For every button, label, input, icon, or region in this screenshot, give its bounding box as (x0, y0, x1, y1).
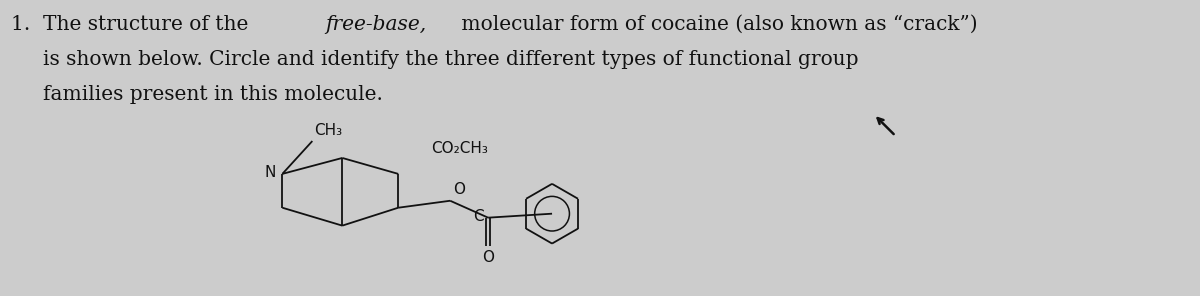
Text: is shown below. Circle and identify the three different types of functional grou: is shown below. Circle and identify the … (43, 50, 858, 69)
Text: O: O (482, 250, 494, 265)
Text: CH₃: CH₃ (314, 123, 342, 138)
Text: families present in this molecule.: families present in this molecule. (43, 85, 383, 104)
Text: N: N (265, 165, 276, 180)
Text: C: C (474, 209, 484, 224)
Text: CO₂CH₃: CO₂CH₃ (431, 141, 488, 156)
Text: molecular form of cocaine (also known as “crack”): molecular form of cocaine (also known as… (455, 15, 978, 34)
Text: 1.  The structure of the: 1. The structure of the (11, 15, 254, 34)
Text: O: O (454, 182, 466, 197)
Text: free-base,: free-base, (325, 15, 426, 34)
